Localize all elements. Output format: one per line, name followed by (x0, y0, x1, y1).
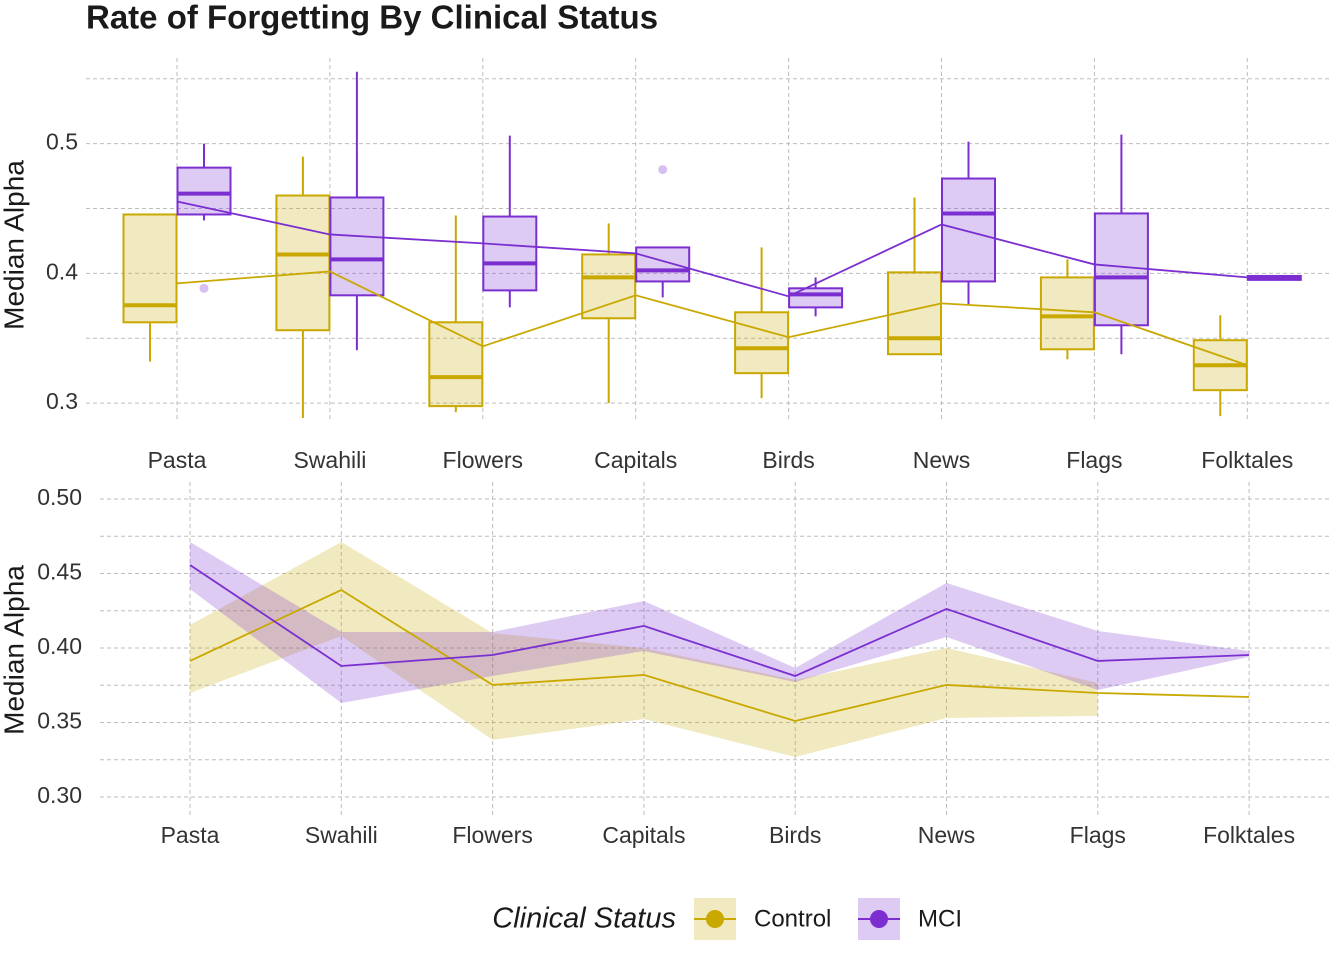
y-tick-label: 0.30 (37, 782, 82, 808)
line (189, 588, 1250, 722)
box (788, 287, 844, 309)
x-tick-label: Flags (1070, 822, 1126, 848)
outlier (199, 283, 209, 293)
trend-line (176, 270, 1248, 367)
y-axis-title: Median Alpha (0, 160, 29, 330)
x-tick-label: Flowers (452, 822, 533, 848)
box (275, 194, 331, 332)
box (635, 246, 691, 283)
x-tick-label: News (913, 447, 971, 473)
y-axis-title: Median Alpha (0, 565, 29, 735)
legend-key-dot (870, 910, 888, 928)
x-tick-label: Folktales (1203, 822, 1295, 848)
chart-title: Rate of Forgetting By Clinical Status (86, 0, 658, 36)
y-tick-label: 0.3 (46, 388, 78, 414)
legend-label: MCI (918, 905, 962, 932)
x-tick-label: Birds (762, 447, 814, 473)
box (428, 321, 484, 408)
y-tick-label: 0.35 (37, 708, 82, 734)
box (941, 177, 996, 283)
box (581, 253, 637, 320)
x-tick-label: Capitals (594, 447, 677, 473)
y-tick-label: 0.50 (37, 484, 82, 510)
x-tick-label: Flowers (443, 447, 524, 473)
x-tick-label: Swahili (293, 447, 366, 473)
line (189, 564, 1250, 677)
box-group (122, 156, 1248, 419)
legend-key-dot (706, 910, 724, 928)
box (1093, 212, 1149, 327)
ribbon (190, 542, 1250, 703)
x-tick-label: Folktales (1201, 447, 1293, 473)
y-tick-label: 0.45 (37, 559, 82, 585)
y-tick-label: 0.40 (37, 633, 82, 659)
box-group (176, 71, 1302, 355)
box (734, 311, 790, 375)
x-tick-label: Pasta (161, 822, 220, 848)
x-tick-label: Flags (1066, 447, 1122, 473)
x-tick-label: Birds (769, 822, 821, 848)
trend-line (176, 200, 1248, 298)
y-tick-label: 0.4 (46, 258, 78, 284)
box (1039, 276, 1095, 351)
x-tick-label: Pasta (148, 447, 207, 473)
legend-title: Clinical Status (492, 903, 676, 935)
x-tick-label: Capitals (602, 822, 685, 848)
outlier (658, 165, 668, 175)
legend-label: Control (754, 905, 831, 932)
box (482, 215, 538, 292)
box (329, 196, 385, 297)
x-tick-label: Swahili (305, 822, 378, 848)
x-tick-label: News (918, 822, 976, 848)
y-tick-label: 0.5 (46, 129, 78, 155)
